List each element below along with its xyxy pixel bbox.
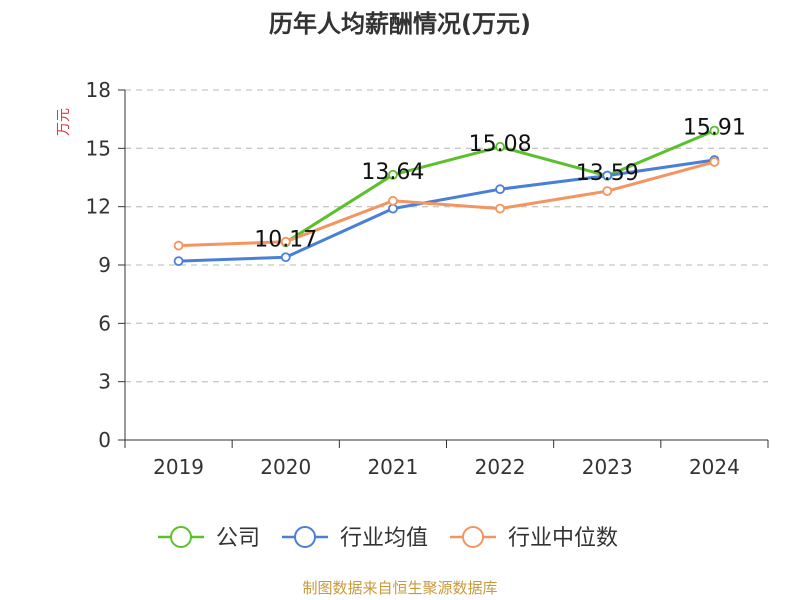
series-line-2 xyxy=(178,160,715,248)
chart-title: 历年人均薪酬情况(万元) xyxy=(269,10,531,38)
data-label-layer: 10.17 13.64 15.08 13.59 15.91 xyxy=(254,116,746,253)
data-point xyxy=(495,184,505,195)
data-point xyxy=(280,236,291,247)
x-tick-label: 2020 xyxy=(260,455,311,479)
legend-item: 行业中位数 xyxy=(450,526,618,551)
data-label: 15.08 xyxy=(469,132,532,157)
data-label: 13.59 xyxy=(576,161,639,186)
data-point xyxy=(388,195,398,206)
legend-label: 公司 xyxy=(216,526,260,551)
data-point xyxy=(173,256,184,267)
data-point xyxy=(709,157,720,167)
legend-item: 公司 xyxy=(158,526,260,551)
y-tick-label: 15 xyxy=(86,136,111,160)
x-tick-label: 2024 xyxy=(689,455,740,479)
legend-swatch-marker xyxy=(462,526,485,548)
data-point xyxy=(173,240,184,251)
legend-swatch-marker xyxy=(294,526,317,548)
data-point xyxy=(388,169,398,180)
y-tick-label: 3 xyxy=(98,370,111,394)
x-tick-label: 2021 xyxy=(367,455,418,479)
y-tick-label: 6 xyxy=(98,311,111,335)
legend-item: 行业均值 xyxy=(282,526,428,551)
source-note: 制图数据来自恒生聚源数据库 xyxy=(302,579,497,597)
x-tick-label: 2022 xyxy=(475,455,526,479)
legend-swatch-marker xyxy=(170,526,192,548)
data-point xyxy=(495,141,505,152)
data-point xyxy=(602,186,613,197)
data-point xyxy=(388,203,398,214)
y-tick-label: 18 xyxy=(86,78,111,102)
data-label: 15.91 xyxy=(683,116,746,141)
series-layer xyxy=(173,125,720,267)
y-tick-label: 0 xyxy=(98,428,111,452)
x-tick-label: 2023 xyxy=(582,455,633,479)
data-point xyxy=(709,125,720,136)
legend-label: 行业均值 xyxy=(340,526,428,551)
grid-layer xyxy=(125,89,768,383)
data-label: 10.17 xyxy=(254,227,317,252)
x-tick-label: 2019 xyxy=(153,455,204,479)
data-point xyxy=(602,170,613,181)
series-line-1 xyxy=(178,158,715,263)
data-point xyxy=(280,252,291,263)
y-tick-label: 9 xyxy=(98,253,111,277)
legend-label: 行业中位数 xyxy=(508,526,618,551)
axis-layer: 0 3 6 9 12 15 18 2019 2020 2021 2022 2023 2024 xyxy=(86,78,769,479)
y-axis-label: 万元 xyxy=(56,108,72,136)
y-tick-label: 12 xyxy=(86,195,111,219)
legend: 公司 行业均值 行业中位数 xyxy=(158,526,618,551)
data-label: 13.64 xyxy=(361,160,424,185)
data-point xyxy=(495,203,505,214)
